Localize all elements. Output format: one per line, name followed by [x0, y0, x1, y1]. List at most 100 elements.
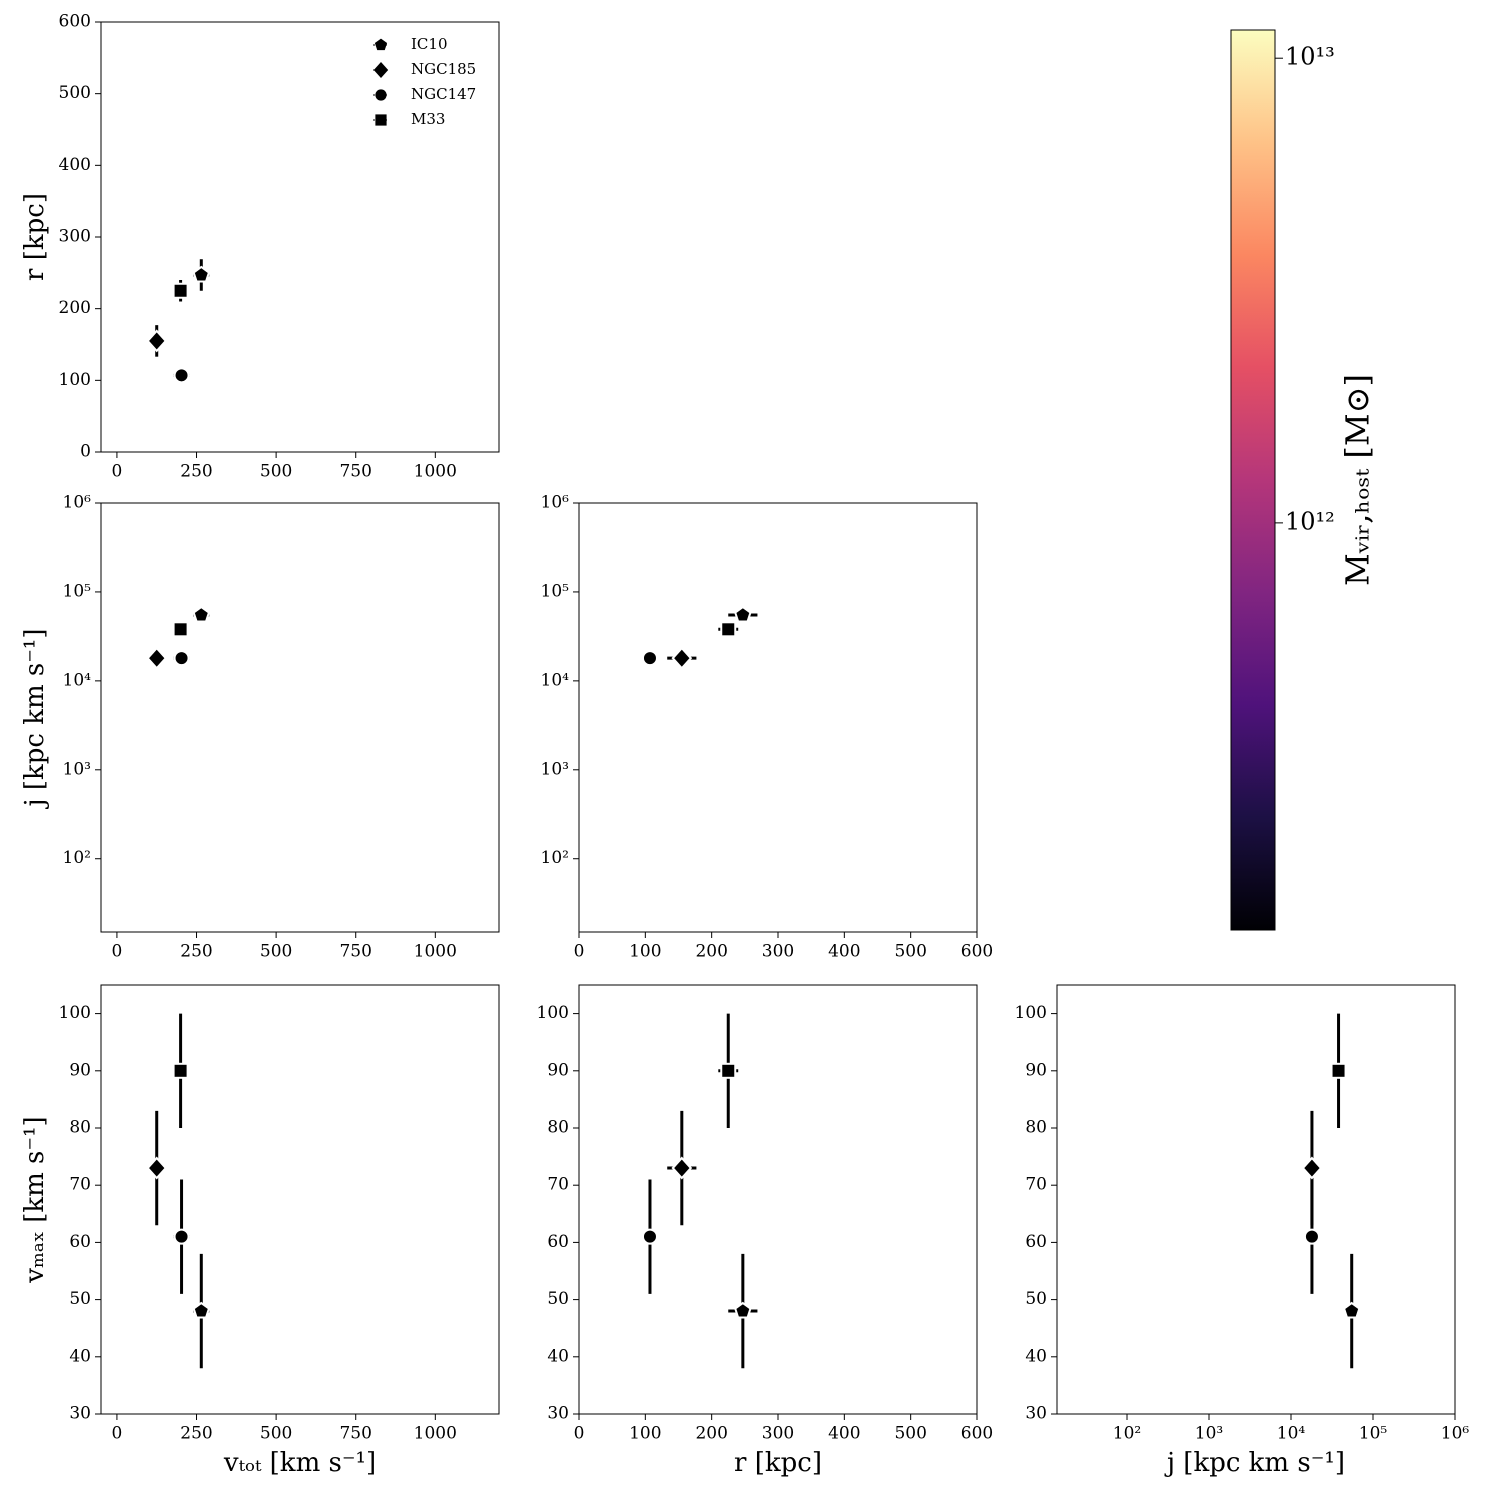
y-tick-label: 30 [547, 1404, 569, 1424]
y-axis-label: j [kpc km s⁻¹] [20, 628, 50, 809]
x-tick-label: 10⁵ [1359, 1424, 1388, 1444]
plot-frame [100, 984, 500, 1415]
x-axis-label: r [kpc] [734, 1448, 822, 1478]
legend-label: NGC185 [411, 60, 476, 78]
marker [1301, 1156, 1323, 1180]
x-tick-label: 0 [574, 942, 585, 962]
colorbar-label: Mᵥᵢᵣ,ₕₒₛₜ [M⊙] [1339, 374, 1377, 586]
legend-label: IC10 [411, 35, 448, 53]
x-tick-label: 500 [894, 942, 926, 962]
y-tick-label: 50 [1025, 1289, 1047, 1309]
legend-label: M33 [411, 110, 445, 128]
marker [1303, 1228, 1320, 1245]
marker [146, 1156, 168, 1180]
marker [146, 329, 168, 353]
y-tick-label: 40 [1025, 1346, 1047, 1366]
x-tick-label: 0 [574, 1424, 585, 1444]
y-axis-label: vₘₐₓ [km s⁻¹] [20, 1116, 50, 1283]
y-tick-label: 10⁵ [541, 581, 570, 601]
marker [641, 650, 658, 667]
x-tick-label: 0 [112, 462, 123, 482]
x-tick-label: 200 [695, 942, 727, 962]
y-tick-label: 10³ [63, 759, 91, 779]
x-tick-label: 0 [112, 1424, 123, 1444]
plot-frame [578, 502, 978, 933]
marker [373, 62, 389, 78]
y-tick-label: 400 [59, 155, 91, 175]
x-tick-label: 1000 [414, 942, 457, 962]
y-tick-label: 60 [69, 1232, 91, 1252]
plot-frame [100, 502, 500, 933]
x-tick-label: 400 [828, 942, 860, 962]
marker [1342, 1301, 1361, 1319]
x-tick-label: 750 [339, 942, 371, 962]
marker [720, 621, 737, 638]
marker [146, 646, 168, 670]
marker [641, 1228, 658, 1245]
x-tick-label: 600 [961, 942, 993, 962]
x-tick-label: 0 [112, 942, 123, 962]
legend-label: NGC147 [411, 85, 476, 103]
marker [671, 1156, 693, 1180]
y-tick-label: 50 [547, 1289, 569, 1309]
x-tick-label: 300 [762, 1424, 794, 1444]
y-tick-label: 70 [69, 1175, 91, 1195]
marker [375, 114, 387, 126]
x-tick-label: 10² [1113, 1424, 1141, 1444]
y-tick-label: 90 [1025, 1060, 1047, 1080]
colorbar [1230, 29, 1276, 931]
x-tick-label: 400 [828, 1424, 860, 1444]
marker [671, 646, 693, 670]
marker [192, 1301, 211, 1319]
x-tick-label: 500 [894, 1424, 926, 1444]
x-tick-label: 200 [695, 1424, 727, 1444]
y-tick-label: 200 [59, 298, 91, 318]
marker [172, 1062, 189, 1079]
marker [173, 650, 190, 667]
y-tick-label: 100 [537, 1003, 569, 1023]
y-tick-label: 70 [547, 1175, 569, 1195]
marker [173, 367, 190, 384]
y-tick-label: 90 [69, 1060, 91, 1080]
marker [720, 1062, 737, 1079]
y-tick-label: 40 [547, 1346, 569, 1366]
marker [734, 1301, 752, 1319]
x-tick-label: 10³ [1195, 1424, 1223, 1444]
y-tick-label: 10² [541, 848, 569, 868]
x-tick-label: 500 [260, 462, 292, 482]
plot-frame [578, 984, 978, 1415]
y-tick-label: 90 [547, 1060, 569, 1080]
y-tick-label: 80 [547, 1118, 569, 1138]
y-tick-label: 300 [59, 227, 91, 247]
y-tick-label: 10⁶ [541, 493, 570, 513]
y-tick-label: 0 [80, 442, 91, 462]
x-tick-label: 600 [961, 1424, 993, 1444]
y-tick-label: 600 [59, 12, 91, 32]
x-tick-label: 500 [260, 942, 292, 962]
y-tick-label: 10⁶ [63, 493, 92, 513]
x-tick-label: 250 [180, 1424, 212, 1444]
plot-frame [1056, 984, 1456, 1415]
x-tick-label: 750 [339, 1424, 371, 1444]
y-tick-label: 10⁵ [63, 581, 92, 601]
x-tick-label: 1000 [414, 462, 457, 482]
y-tick-label: 70 [1025, 1175, 1047, 1195]
y-axis-label: r [kpc] [20, 193, 50, 281]
y-tick-label: 10² [63, 848, 91, 868]
x-tick-label: 250 [180, 462, 212, 482]
y-tick-label: 30 [69, 1404, 91, 1424]
y-tick-label: 100 [59, 1003, 91, 1023]
marker [172, 282, 189, 299]
colorbar-tick-label: 10¹² [1285, 507, 1335, 535]
y-tick-label: 60 [1025, 1232, 1047, 1252]
x-axis-label: vₜₒₜ [km s⁻¹] [223, 1448, 376, 1478]
marker [192, 265, 211, 283]
x-axis-label: j [kpc km s⁻¹] [1164, 1448, 1345, 1478]
marker [374, 38, 388, 51]
x-tick-label: 10⁴ [1277, 1424, 1306, 1444]
y-tick-label: 80 [69, 1118, 91, 1138]
y-tick-label: 30 [1025, 1404, 1047, 1424]
y-tick-label: 40 [69, 1346, 91, 1366]
y-tick-label: 500 [59, 83, 91, 103]
